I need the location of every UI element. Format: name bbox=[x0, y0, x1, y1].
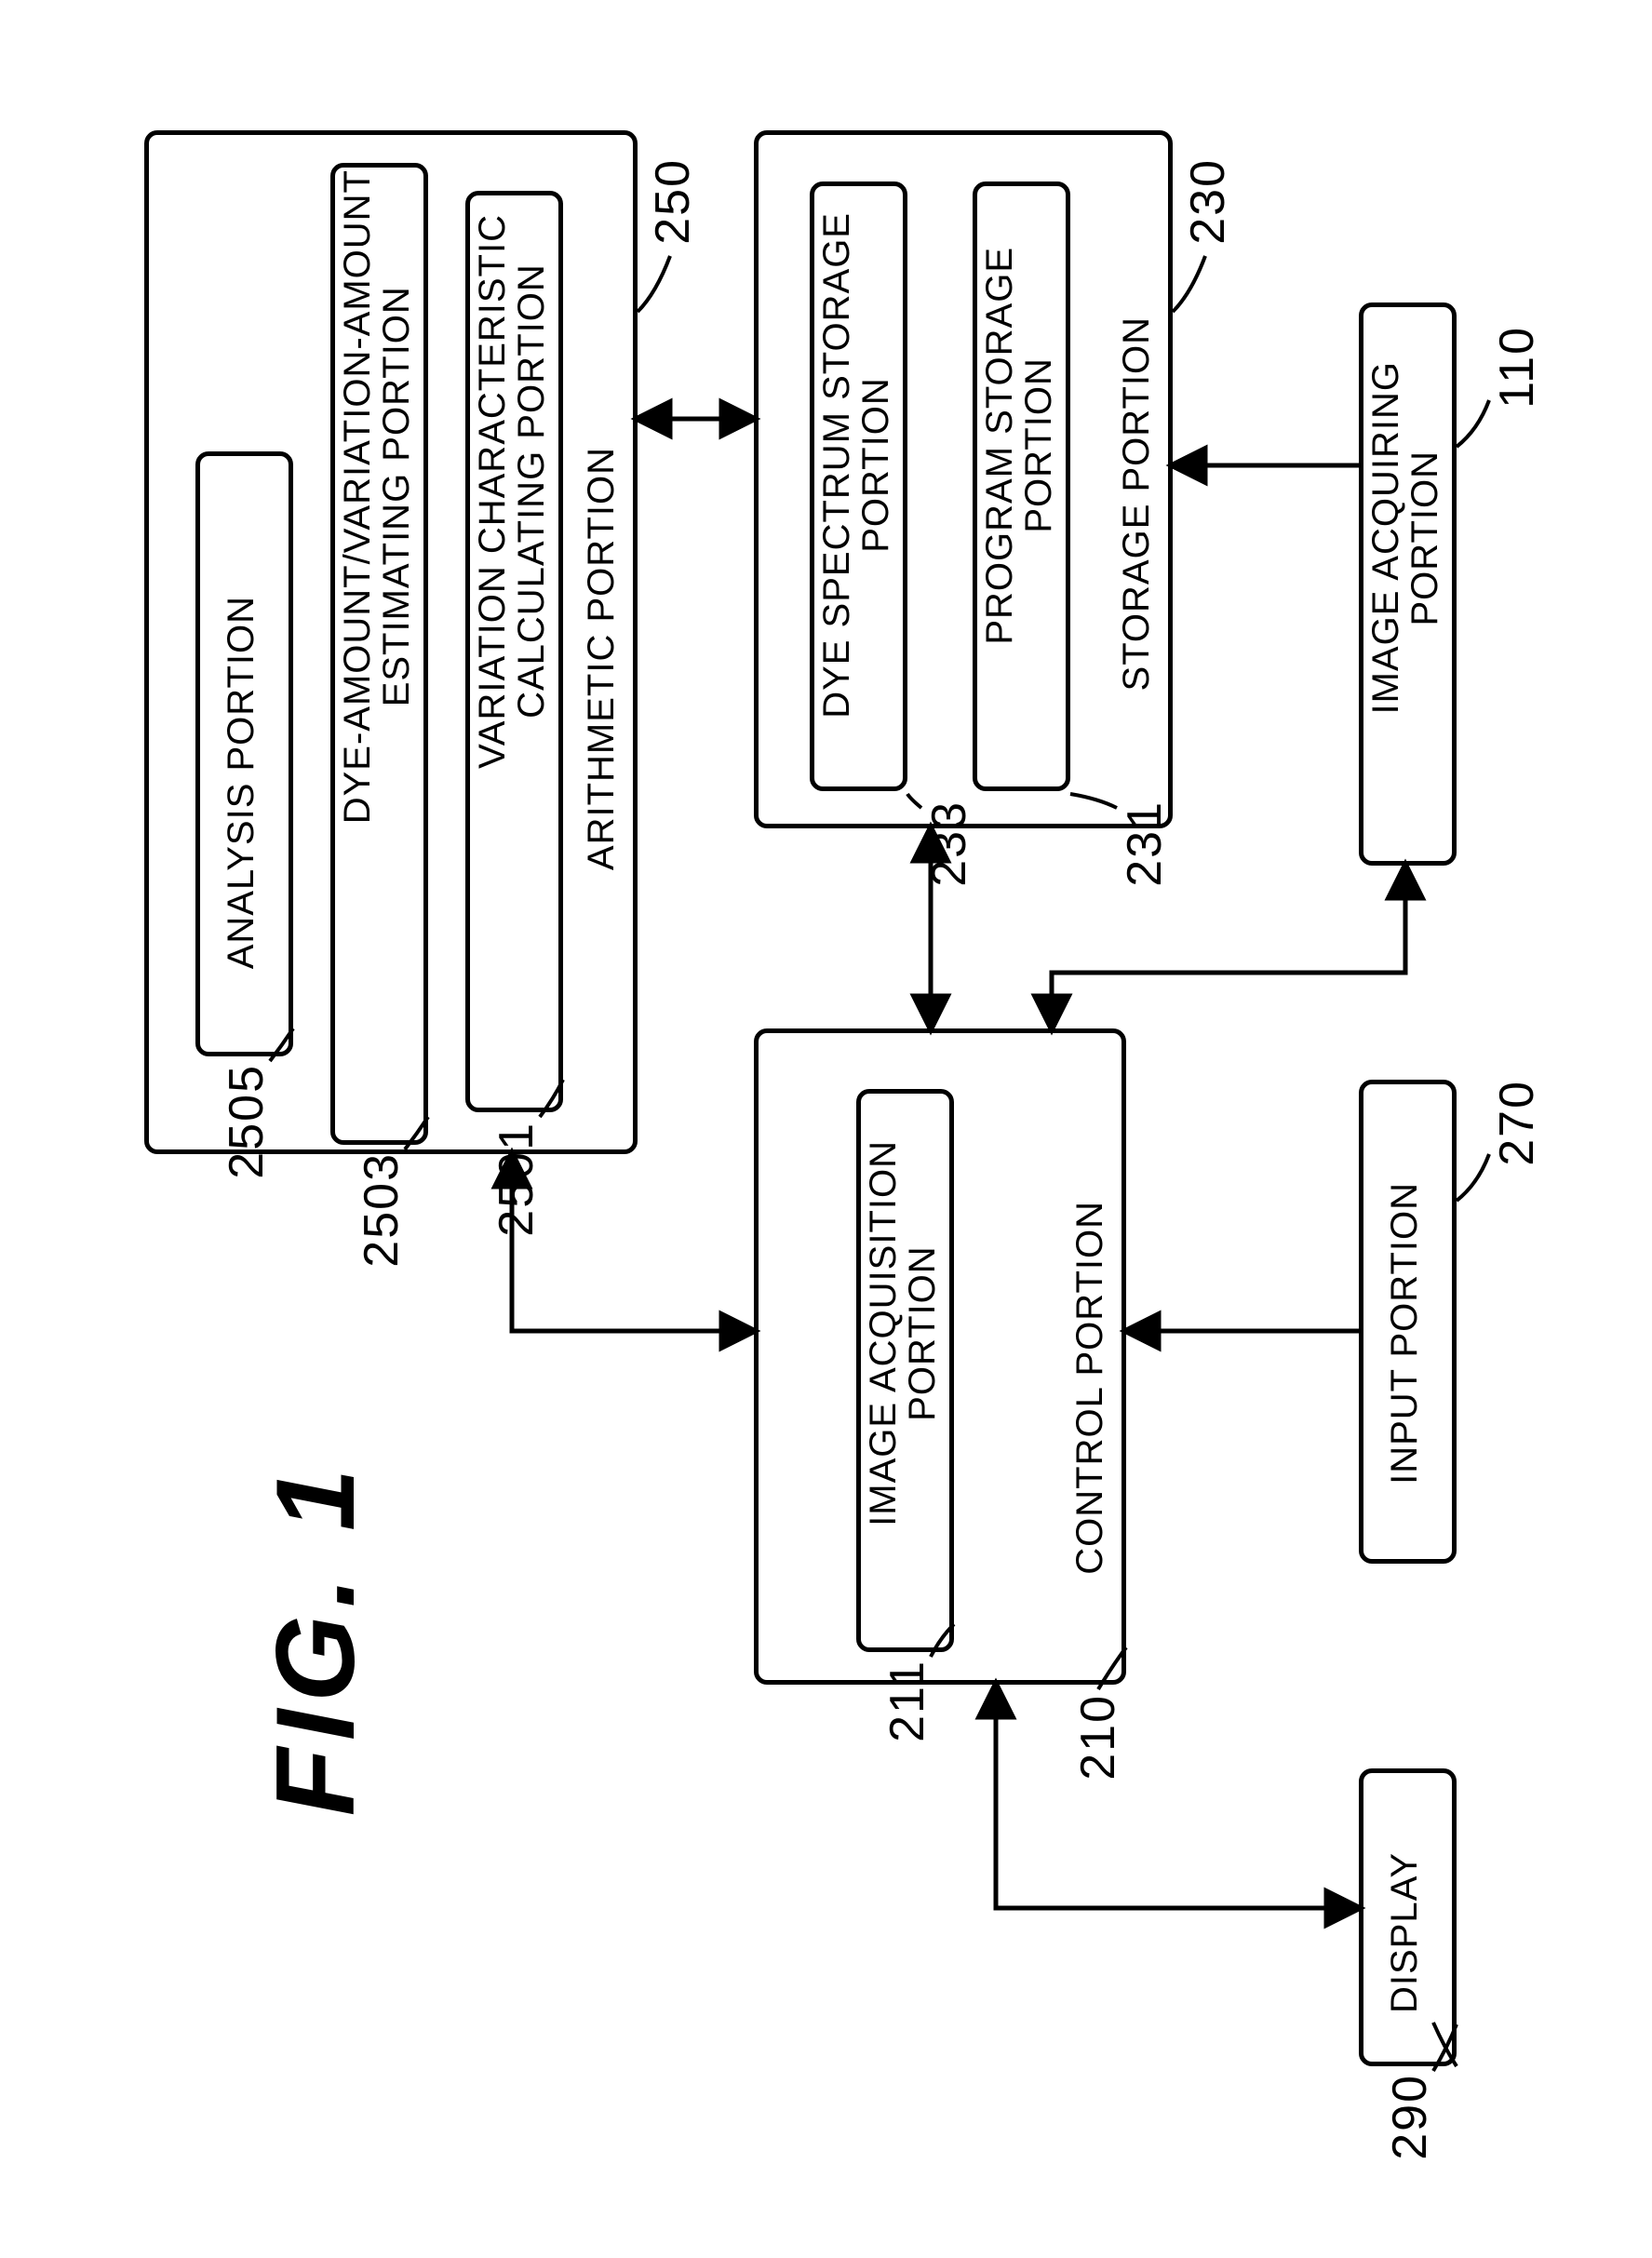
arithmetic-portion-ref: 250 bbox=[645, 158, 701, 245]
control-portion-label: CONTROL PORTION bbox=[1070, 1201, 1109, 1575]
program-storage-ref: 231 bbox=[1117, 800, 1173, 887]
dye-amount-label: DYE-AMOUNT/VARIATION-AMOUNT ESTIMATING P… bbox=[338, 169, 416, 824]
display-label: DISPLAY bbox=[1385, 1852, 1424, 2013]
image-acquiring-ref: 110 bbox=[1489, 326, 1545, 409]
image-acquisition-label: IMAGE ACQUISITION PORTION bbox=[864, 1140, 942, 1526]
image-acquisition-ref: 211 bbox=[880, 1660, 935, 1742]
variation-characteristic-label: VARIATION CHARACTERISTIC CALCULATING POR… bbox=[473, 214, 551, 769]
variation-characteristic-ref: 2501 bbox=[489, 1122, 544, 1237]
dye-amount-ref: 2503 bbox=[354, 1152, 410, 1268]
program-storage-label: PROGRAM STORAGE PORTION bbox=[980, 247, 1058, 645]
analysis-portion-ref: 2505 bbox=[219, 1064, 275, 1179]
analysis-portion-label: ANALYSIS PORTION bbox=[222, 596, 261, 969]
dye-spectrum-storage-label: DYE SPECTRUM STORAGE PORTION bbox=[817, 212, 895, 719]
input-portion-label: INPUT PORTION bbox=[1385, 1182, 1424, 1485]
figure-caption: FIG. 1 bbox=[251, 1461, 380, 1816]
control-portion-ref: 210 bbox=[1070, 1694, 1126, 1781]
dye-spectrum-storage-ref: 233 bbox=[921, 800, 977, 887]
image-acquiring-label: IMAGE ACQUIRING PORTION bbox=[1366, 361, 1444, 715]
display-ref: 290 bbox=[1382, 2074, 1438, 2160]
input-portion-ref: 270 bbox=[1489, 1080, 1545, 1166]
arithmetic-portion-label: ARITHMETIC PORTION bbox=[582, 447, 621, 870]
storage-portion-ref: 230 bbox=[1180, 158, 1236, 245]
storage-portion-label: STORAGE PORTION bbox=[1117, 316, 1156, 691]
